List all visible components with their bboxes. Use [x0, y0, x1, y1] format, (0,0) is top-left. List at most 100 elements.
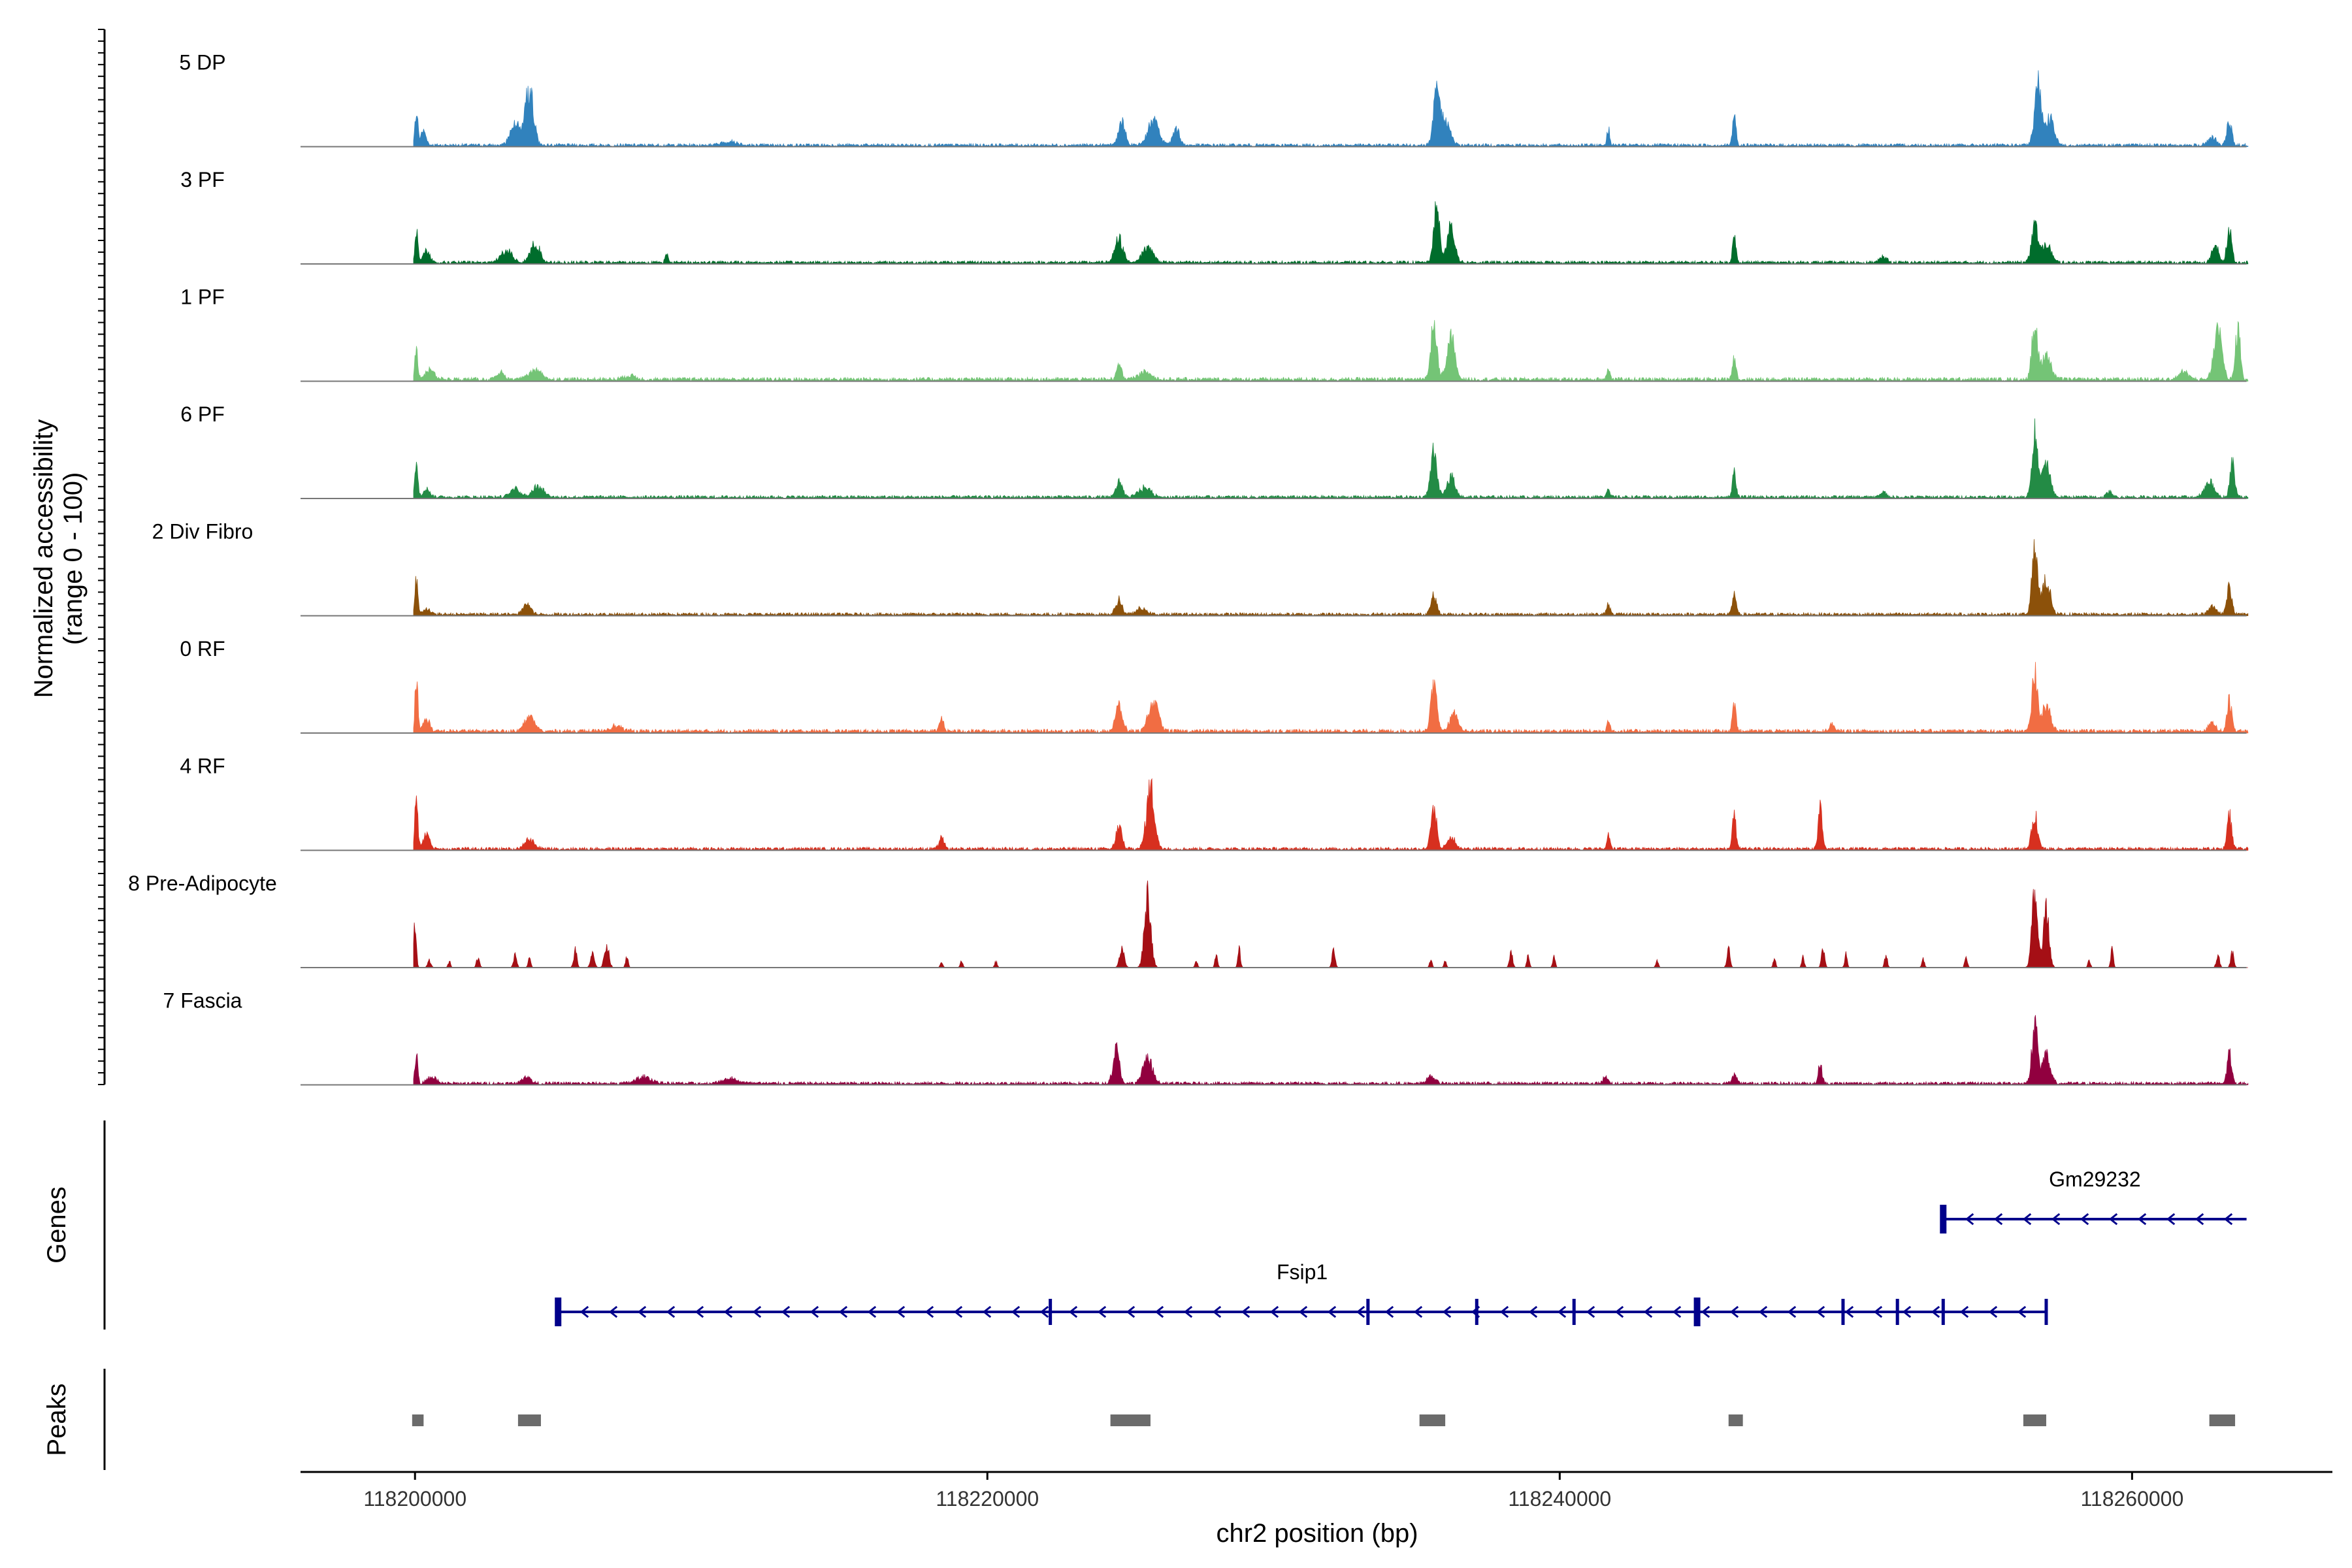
strand-arrow [2108, 1213, 2118, 1226]
peak-region [1419, 1414, 1446, 1426]
exon-mark [1366, 1299, 1370, 1325]
peak-region [517, 1414, 541, 1426]
strand-arrow [1011, 1305, 1021, 1318]
strand-arrow [781, 1305, 791, 1318]
strand-arrow [2195, 1213, 2204, 1226]
strand-arrow [637, 1305, 647, 1318]
peak-region [2209, 1414, 2236, 1426]
coverage-area [413, 1015, 2249, 1086]
strand-arrow [1068, 1305, 1078, 1318]
strand-arrow [608, 1305, 618, 1318]
x-tick-label: 118260000 [2080, 1487, 2183, 1511]
strand-arrow [1701, 1305, 1710, 1318]
strand-arrow [1586, 1305, 1595, 1318]
x-tick-label: 118200000 [363, 1487, 466, 1511]
x-tick-label: 118220000 [936, 1487, 1039, 1511]
coverage-area [413, 201, 2249, 265]
strand-arrow [1787, 1305, 1797, 1318]
coverage-area [413, 539, 2249, 617]
strand-arrow [1816, 1305, 1825, 1318]
coverage-track: 3 PF [180, 168, 2249, 265]
strand-arrow [1442, 1305, 1452, 1318]
strand-arrow [2166, 1213, 2176, 1226]
peak-region [1110, 1414, 1151, 1426]
strand-arrow [1384, 1305, 1394, 1318]
strand-arrow [1557, 1305, 1567, 1318]
gene-name-label: Gm29232 [2049, 1168, 2141, 1191]
strand-arrow [1959, 1305, 1969, 1318]
strand-arrow [1212, 1305, 1222, 1318]
track-label: 4 RF [180, 755, 225, 778]
strand-arrow [982, 1305, 992, 1318]
coverage-area [413, 319, 2249, 382]
coverage-area [413, 880, 2248, 968]
x-axis: 118200000 118220000 118240000 118260000 [301, 1471, 2332, 1511]
strand-arrow [1844, 1305, 1854, 1318]
peak-region [1728, 1414, 1743, 1426]
strand-arrow [1039, 1305, 1049, 1318]
y-axis [98, 29, 106, 1085]
strand-arrow [1643, 1305, 1653, 1318]
genes-track-title: Genes [42, 1186, 71, 1264]
strand-arrow [1241, 1305, 1250, 1318]
track-label: 7 Fascia [163, 989, 242, 1013]
strand-arrow [1965, 1213, 1974, 1226]
peak-region [2023, 1414, 2046, 1426]
gene-annotation-track: Genes Fsip1 Gm29232 [42, 1120, 2247, 1330]
track-label: 8 Pre-Adipocyte [128, 872, 277, 895]
coverage-track: 6 PF [180, 402, 2249, 500]
strand-arrow [924, 1305, 934, 1318]
track-label: 6 PF [180, 402, 225, 426]
strand-arrow [1097, 1305, 1107, 1318]
strand-arrow [1931, 1305, 1940, 1318]
coverage-area [413, 777, 2249, 851]
peaks-track-title: Peaks [42, 1383, 71, 1456]
strand-arrow [2017, 1305, 2027, 1318]
strand-arrow [723, 1305, 733, 1318]
exon-mark [1841, 1299, 1845, 1325]
strand-arrow [1902, 1305, 1912, 1318]
strand-arrow [2080, 1213, 2089, 1226]
x-axis-title: chr2 position (bp) [1216, 1519, 1418, 1548]
track-label: 1 PF [180, 286, 225, 309]
x-tick-label: 118240000 [1508, 1487, 1611, 1511]
strand-arrow [2137, 1213, 2147, 1226]
strand-arrow [838, 1305, 848, 1318]
strand-arrow [867, 1305, 877, 1318]
strand-arrow [1672, 1305, 1682, 1318]
exon-mark [1693, 1298, 1701, 1326]
peak-region [412, 1414, 424, 1426]
strand-arrow [1988, 1305, 1998, 1318]
exon-mark [1940, 1205, 1947, 1233]
coverage-track: 5 DP [179, 51, 2249, 148]
coverage-track: 8 Pre-Adipocyte [128, 872, 2248, 968]
exon-mark [1895, 1299, 1899, 1325]
y-axis-subtitle: (range 0 - 100) [59, 472, 88, 645]
gene-model: Fsip1 [555, 1260, 2048, 1326]
strand-arrow [2022, 1213, 2032, 1226]
strand-arrow [752, 1305, 762, 1318]
exon-mark [1049, 1299, 1053, 1325]
coverage-track: 7 Fascia [163, 989, 2249, 1086]
gene-name-label: Fsip1 [1277, 1260, 1328, 1284]
exon-mark [1475, 1299, 1478, 1325]
strand-arrow [1183, 1305, 1193, 1318]
coverage-track: 4 RF [180, 755, 2249, 851]
exon-mark [2044, 1299, 2048, 1325]
coverage-tracks: 5 DP 3 PF 1 PF 6 PF 2 Div Fibro 0 RF 4 RF 8 Pre… [128, 51, 2249, 1086]
coverage-area [413, 70, 2249, 148]
strand-arrow [953, 1305, 963, 1318]
track-label: 5 DP [179, 51, 225, 74]
strand-arrow [1356, 1305, 1365, 1318]
strand-arrow [1269, 1305, 1279, 1318]
strand-arrow [1758, 1305, 1768, 1318]
strand-arrow [896, 1305, 906, 1318]
exon-mark [1941, 1299, 1945, 1325]
strand-arrow [1499, 1305, 1509, 1318]
strand-arrow [1327, 1305, 1337, 1318]
strand-arrow [1993, 1213, 2003, 1226]
strand-arrow [1154, 1305, 1164, 1318]
strand-arrow [1729, 1305, 1739, 1318]
track-label: 2 Div Fibro [152, 520, 253, 544]
track-label: 3 PF [180, 168, 225, 191]
